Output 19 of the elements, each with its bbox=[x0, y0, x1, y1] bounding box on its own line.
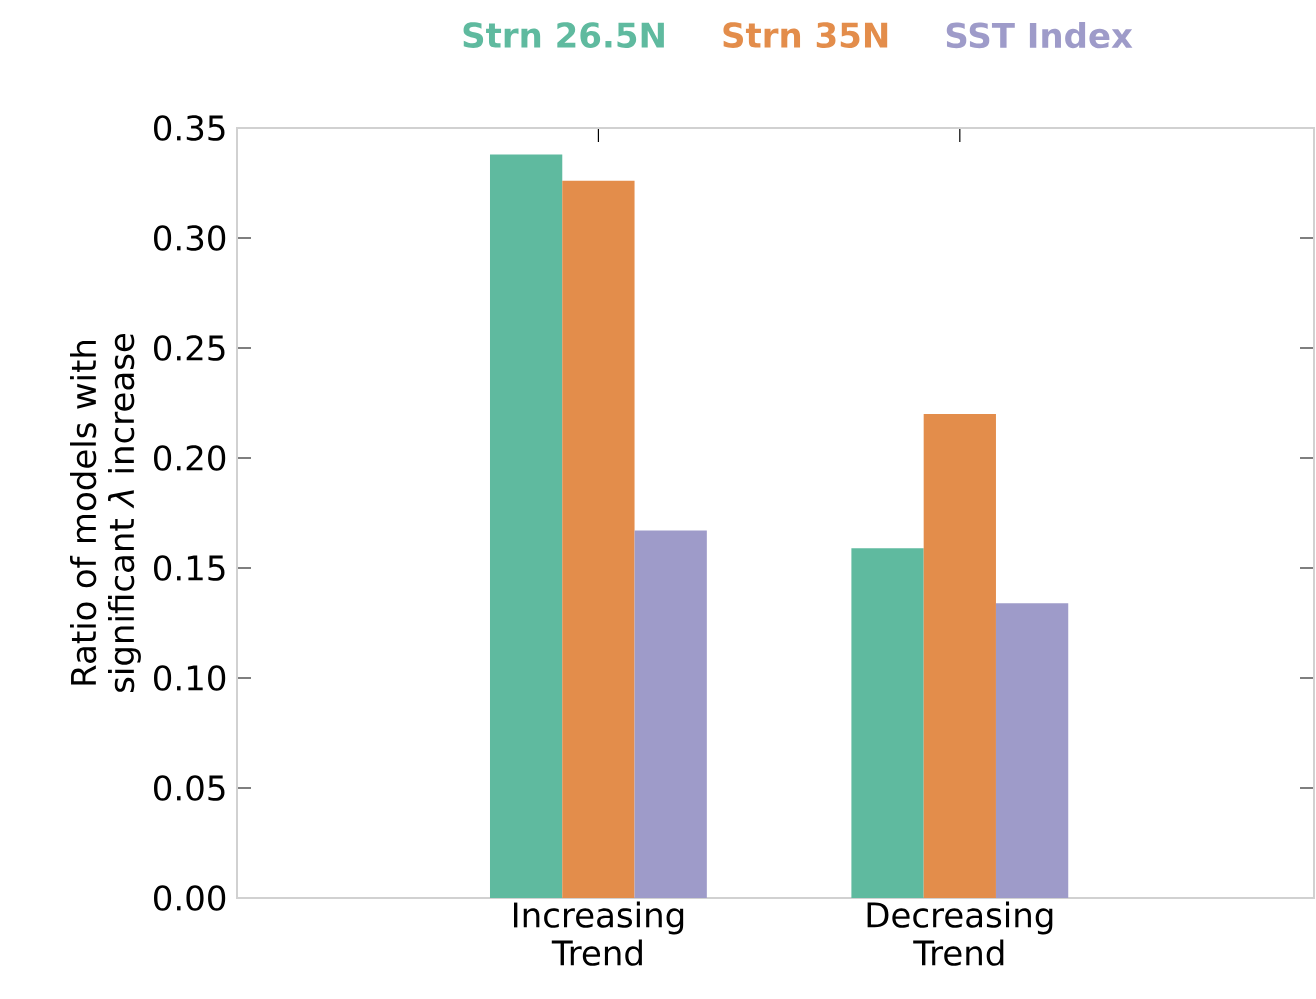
y-tick-label: 0.00 bbox=[154, 885, 226, 911]
y-tick-label: 0.35 bbox=[154, 115, 225, 141]
bar bbox=[489, 154, 563, 898]
text: SST Index bbox=[946, 21, 1133, 49]
bar bbox=[995, 603, 1069, 898]
y-tick-label: 0.15 bbox=[154, 555, 225, 581]
y-tick-label: 0.25 bbox=[154, 335, 225, 361]
y-tick-label: 0.20 bbox=[154, 445, 226, 471]
text: Strn 26.5N bbox=[463, 22, 664, 48]
y-tick-label: 0.30 bbox=[154, 225, 226, 251]
y-tick-label: 0.10 bbox=[154, 665, 226, 691]
bar bbox=[562, 180, 635, 898]
x-tick-label: Decreasing Trend bbox=[867, 901, 1053, 966]
x-tick-label: Increasing Trend bbox=[513, 901, 684, 966]
y-tick-label: 0.05 bbox=[154, 775, 225, 801]
bar bbox=[634, 530, 707, 898]
bar bbox=[923, 413, 996, 898]
bar bbox=[851, 548, 924, 898]
text: Strn 35N bbox=[723, 22, 888, 48]
